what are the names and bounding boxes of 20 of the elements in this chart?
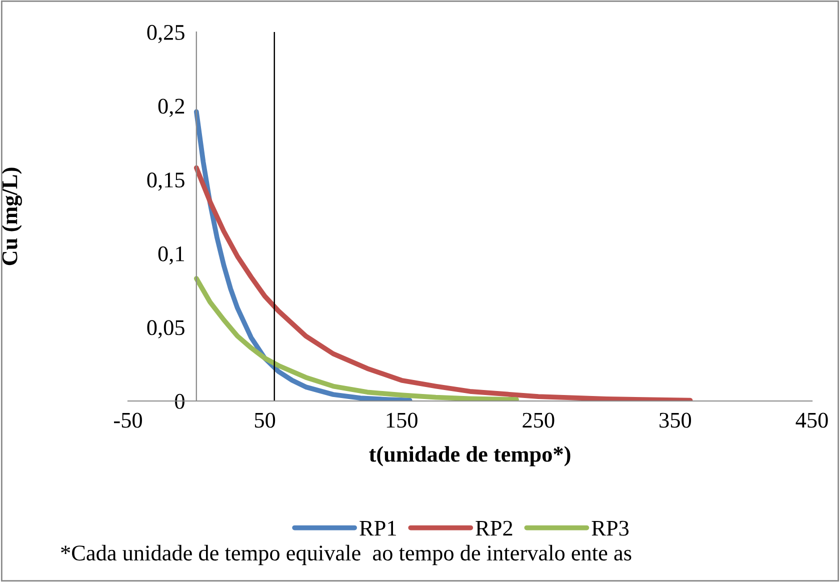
- legend-label: RP1: [360, 520, 396, 536]
- line-series: [194, 165, 693, 401]
- legend-label: RP2: [476, 520, 512, 536]
- y-tick-label: 0,05: [147, 320, 184, 338]
- legend-label: RP3: [592, 520, 629, 536]
- x-tick-label: 250: [522, 412, 554, 428]
- y-tick-label: 0,2: [158, 98, 184, 117]
- line-series: [194, 109, 412, 401]
- y-tick-label: 0,25: [147, 24, 184, 44]
- x-tick-label: -50: [114, 412, 142, 428]
- x-tick-label: 450: [796, 412, 828, 428]
- line-series: [194, 276, 519, 401]
- y-tick-label: 0,1: [158, 246, 184, 265]
- x-axis-title: t(unidade de tempo*): [369, 446, 570, 466]
- x-tick-label: 150: [386, 412, 418, 428]
- text: *Cada unidade de tempo equivale ao tempo de intervalo ente as: [61, 544, 632, 566]
- x-tick-label: 50: [254, 412, 276, 428]
- y-tick-label: 0,15: [147, 172, 184, 191]
- y-axis-title: Cu (mg/L): [2, 168, 22, 266]
- x-tick-label: 350: [660, 412, 692, 428]
